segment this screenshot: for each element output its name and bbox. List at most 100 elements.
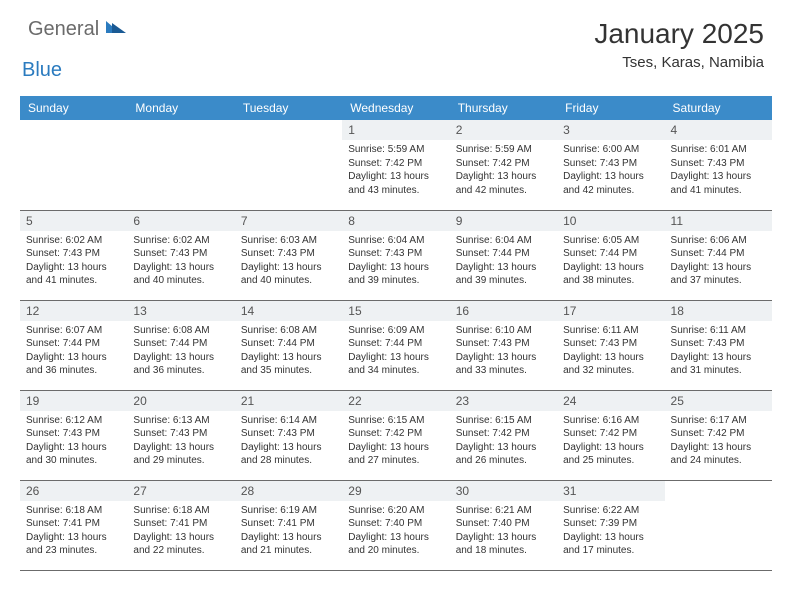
daylight-line: Daylight: 13 hours and 37 minutes. [671, 261, 766, 288]
sunset-line: Sunset: 7:43 PM [671, 157, 766, 171]
calendar-day-cell: 14Sunrise: 6:08 AMSunset: 7:44 PMDayligh… [235, 300, 342, 390]
daylight-line: Daylight: 13 hours and 41 minutes. [671, 170, 766, 197]
sunset-line: Sunset: 7:43 PM [133, 427, 228, 441]
calendar-week-row: 5Sunrise: 6:02 AMSunset: 7:43 PMDaylight… [20, 210, 772, 300]
daylight-line: Daylight: 13 hours and 18 minutes. [456, 531, 551, 558]
calendar-empty-cell [235, 120, 342, 210]
sunrise-line: Sunrise: 6:18 AM [26, 504, 121, 518]
daylight-line: Daylight: 13 hours and 42 minutes. [563, 170, 658, 197]
daylight-line: Daylight: 13 hours and 34 minutes. [348, 351, 443, 378]
daylight-line: Daylight: 13 hours and 28 minutes. [241, 441, 336, 468]
sunset-line: Sunset: 7:44 PM [671, 247, 766, 261]
sunset-line: Sunset: 7:44 PM [133, 337, 228, 351]
day-number: 28 [235, 481, 342, 501]
sunset-line: Sunset: 7:43 PM [563, 337, 658, 351]
triangle-icon [106, 22, 128, 39]
daylight-line: Daylight: 13 hours and 43 minutes. [348, 170, 443, 197]
sunrise-line: Sunrise: 6:08 AM [241, 324, 336, 338]
month-title: January 2025 [594, 18, 764, 50]
sunrise-line: Sunrise: 6:15 AM [348, 414, 443, 428]
calendar-day-cell: 31Sunrise: 6:22 AMSunset: 7:39 PMDayligh… [557, 480, 664, 570]
day-number: 3 [557, 120, 664, 140]
sunrise-line: Sunrise: 6:17 AM [671, 414, 766, 428]
daylight-line: Daylight: 13 hours and 31 minutes. [671, 351, 766, 378]
day-number: 22 [342, 391, 449, 411]
logo-text-block: General Blue [28, 18, 128, 82]
day-info: Sunrise: 6:14 AMSunset: 7:43 PMDaylight:… [235, 411, 342, 472]
daylight-line: Daylight: 13 hours and 23 minutes. [26, 531, 121, 558]
sunset-line: Sunset: 7:42 PM [456, 157, 551, 171]
calendar-day-cell: 1Sunrise: 5:59 AMSunset: 7:42 PMDaylight… [342, 120, 449, 210]
daylight-line: Daylight: 13 hours and 33 minutes. [456, 351, 551, 378]
daylight-line: Daylight: 13 hours and 25 minutes. [563, 441, 658, 468]
calendar-day-cell: 7Sunrise: 6:03 AMSunset: 7:43 PMDaylight… [235, 210, 342, 300]
day-info: Sunrise: 6:21 AMSunset: 7:40 PMDaylight:… [450, 501, 557, 562]
calendar-day-cell: 21Sunrise: 6:14 AMSunset: 7:43 PMDayligh… [235, 390, 342, 480]
sunset-line: Sunset: 7:40 PM [456, 517, 551, 531]
calendar-day-cell: 8Sunrise: 6:04 AMSunset: 7:43 PMDaylight… [342, 210, 449, 300]
daylight-line: Daylight: 13 hours and 32 minutes. [563, 351, 658, 378]
sunrise-line: Sunrise: 6:20 AM [348, 504, 443, 518]
day-info: Sunrise: 6:20 AMSunset: 7:40 PMDaylight:… [342, 501, 449, 562]
calendar-day-cell: 30Sunrise: 6:21 AMSunset: 7:40 PMDayligh… [450, 480, 557, 570]
day-number: 21 [235, 391, 342, 411]
day-number: 14 [235, 301, 342, 321]
day-number: 5 [20, 211, 127, 231]
sunset-line: Sunset: 7:43 PM [241, 247, 336, 261]
sunrise-line: Sunrise: 6:02 AM [133, 234, 228, 248]
logo-text-blue: Blue [22, 59, 128, 82]
weekday-header: Monday [127, 96, 234, 120]
sunrise-line: Sunrise: 6:22 AM [563, 504, 658, 518]
day-info: Sunrise: 6:02 AMSunset: 7:43 PMDaylight:… [127, 231, 234, 292]
calendar-day-cell: 19Sunrise: 6:12 AMSunset: 7:43 PMDayligh… [20, 390, 127, 480]
sunrise-line: Sunrise: 6:13 AM [133, 414, 228, 428]
calendar-day-cell: 13Sunrise: 6:08 AMSunset: 7:44 PMDayligh… [127, 300, 234, 390]
sunset-line: Sunset: 7:44 PM [348, 337, 443, 351]
calendar-empty-cell [127, 120, 234, 210]
sunset-line: Sunset: 7:42 PM [456, 427, 551, 441]
daylight-line: Daylight: 13 hours and 27 minutes. [348, 441, 443, 468]
day-number: 15 [342, 301, 449, 321]
sunrise-line: Sunrise: 6:02 AM [26, 234, 121, 248]
day-info: Sunrise: 6:06 AMSunset: 7:44 PMDaylight:… [665, 231, 772, 292]
sunrise-line: Sunrise: 6:06 AM [671, 234, 766, 248]
day-info: Sunrise: 6:22 AMSunset: 7:39 PMDaylight:… [557, 501, 664, 562]
daylight-line: Daylight: 13 hours and 35 minutes. [241, 351, 336, 378]
calendar-day-cell: 3Sunrise: 6:00 AMSunset: 7:43 PMDaylight… [557, 120, 664, 210]
daylight-line: Daylight: 13 hours and 36 minutes. [26, 351, 121, 378]
title-block: January 2025 Tses, Karas, Namibia [594, 18, 764, 71]
day-info: Sunrise: 6:11 AMSunset: 7:43 PMDaylight:… [665, 321, 772, 382]
sunrise-line: Sunrise: 6:18 AM [133, 504, 228, 518]
sunrise-line: Sunrise: 6:05 AM [563, 234, 658, 248]
day-number: 25 [665, 391, 772, 411]
day-info: Sunrise: 6:01 AMSunset: 7:43 PMDaylight:… [665, 140, 772, 201]
day-number: 16 [450, 301, 557, 321]
day-number: 29 [342, 481, 449, 501]
sunrise-line: Sunrise: 6:12 AM [26, 414, 121, 428]
calendar-day-cell: 17Sunrise: 6:11 AMSunset: 7:43 PMDayligh… [557, 300, 664, 390]
sunrise-line: Sunrise: 6:10 AM [456, 324, 551, 338]
daylight-line: Daylight: 13 hours and 36 minutes. [133, 351, 228, 378]
calendar-day-cell: 16 Sunrise: 6:10 AMSunset: 7:43 PMDayligh… [450, 300, 557, 390]
day-number: 31 [557, 481, 664, 501]
day-number: 30 [450, 481, 557, 501]
day-number: 13 [127, 301, 234, 321]
sunset-line: Sunset: 7:43 PM [456, 337, 551, 351]
day-info: Sunrise: 6:00 AMSunset: 7:43 PMDaylight:… [557, 140, 664, 201]
sunset-line: Sunset: 7:43 PM [26, 247, 121, 261]
sunrise-line: Sunrise: 6:01 AM [671, 143, 766, 157]
sunrise-line: Sunrise: 6:14 AM [241, 414, 336, 428]
day-info: Sunrise: 6:11 AMSunset: 7:43 PMDaylight:… [557, 321, 664, 382]
calendar-week-row: 26Sunrise: 6:18 AMSunset: 7:41 PMDayligh… [20, 480, 772, 570]
day-number: 26 [20, 481, 127, 501]
day-info: Sunrise: 6:08 AMSunset: 7:44 PMDaylight:… [235, 321, 342, 382]
sunset-line: Sunset: 7:43 PM [348, 247, 443, 261]
calendar-day-cell: 28Sunrise: 6:19 AMSunset: 7:41 PMDayligh… [235, 480, 342, 570]
calendar-day-cell: 27Sunrise: 6:18 AMSunset: 7:41 PMDayligh… [127, 480, 234, 570]
sunset-line: Sunset: 7:39 PM [563, 517, 658, 531]
daylight-line: Daylight: 13 hours and 39 minutes. [456, 261, 551, 288]
day-info: Sunrise: 6:09 AMSunset: 7:44 PMDaylight:… [342, 321, 449, 382]
sunrise-line: Sunrise: 6:09 AM [348, 324, 443, 338]
calendar-table: SundayMondayTuesdayWednesdayThursdayFrid… [20, 96, 772, 571]
day-number: 7 [235, 211, 342, 231]
